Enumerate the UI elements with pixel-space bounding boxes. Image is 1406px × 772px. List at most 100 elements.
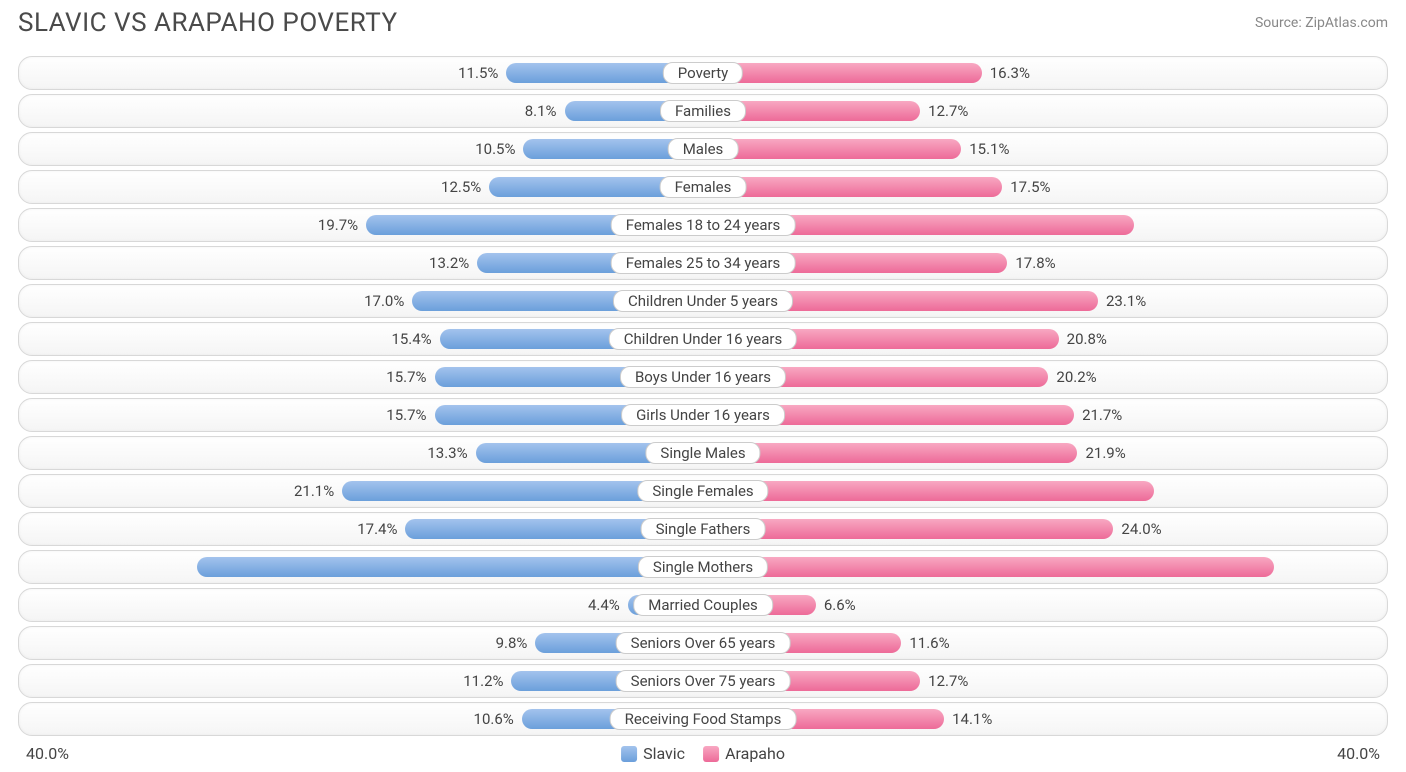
category-label: Females: [660, 176, 747, 198]
chart-source: Source: ZipAtlas.com: [1255, 15, 1388, 31]
row-right-half: 12.7%: [703, 95, 1387, 127]
row-left-half: 17.4%: [19, 513, 703, 545]
value-arapaho: 16.3%: [990, 64, 1030, 82]
value-arapaho: 15.1%: [969, 140, 1009, 158]
value-slavic: 17.4%: [357, 520, 397, 538]
value-arapaho: 6.6%: [824, 596, 856, 614]
value-slavic: 17.0%: [364, 292, 404, 310]
row-right-half: 11.6%: [703, 627, 1387, 659]
chart-row: 13.2%17.8%Females 25 to 34 years: [18, 246, 1388, 280]
value-slavic: 15.7%: [386, 368, 426, 386]
chart-row: 13.3% 21.9% Single Males: [18, 436, 1388, 470]
chart-row: 17.4%24.0%Single Fathers: [18, 512, 1388, 546]
row-left-half: 10.6%: [19, 703, 703, 735]
category-label: Females 18 to 24 years: [611, 214, 796, 236]
bar-slavic: [197, 557, 703, 577]
value-slavic: 9.8%: [496, 634, 528, 652]
chart-row: 29.6%33.4%Single Mothers: [18, 550, 1388, 584]
legend-item-arapaho: Arapaho: [703, 744, 785, 763]
row-right-half: 12.7%: [703, 665, 1387, 697]
row-right-half: 20.2%: [703, 361, 1387, 393]
row-left-half: 12.5%: [19, 171, 703, 203]
chart-row: 12.5% 17.5% Females: [18, 170, 1388, 204]
value-arapaho: 21.9%: [1085, 444, 1125, 462]
category-label: Single Males: [645, 442, 760, 464]
value-arapaho: 14.1%: [952, 710, 992, 728]
row-left-half: 15.4%: [19, 323, 703, 355]
chart-footer: 40.0% Slavic Arapaho 40.0%: [0, 740, 1406, 772]
row-left-half: 11.5%: [19, 57, 703, 89]
row-right-half: 15.1%: [703, 133, 1387, 165]
row-left-half: 15.7%: [19, 399, 703, 431]
value-arapaho: 17.8%: [1015, 254, 1055, 272]
value-arapaho: 21.7%: [1082, 406, 1122, 424]
value-slavic: 15.7%: [386, 406, 426, 424]
row-left-half: 9.8%: [19, 627, 703, 659]
value-slavic: 11.2%: [463, 672, 503, 690]
chart-row: 10.5% 15.1% Males: [18, 132, 1388, 166]
value-arapaho: 17.5%: [1010, 178, 1050, 196]
value-arapaho: 23.1%: [1106, 292, 1146, 310]
row-right-half: 26.4%: [703, 475, 1387, 507]
value-slavic: 12.5%: [441, 178, 481, 196]
row-right-half: 21.7%: [703, 399, 1387, 431]
value-arapaho: 12.7%: [928, 102, 968, 120]
row-right-half: 23.1%: [703, 285, 1387, 317]
category-label: Single Fathers: [641, 518, 766, 540]
row-right-half: 6.6%: [703, 589, 1387, 621]
row-left-half: 13.3%: [19, 437, 703, 469]
category-label: Seniors Over 65 years: [616, 632, 791, 654]
chart-row: 10.6% 14.1% Receiving Food Stamps: [18, 702, 1388, 736]
row-right-half: 33.4%: [703, 551, 1387, 583]
value-arapaho: 20.8%: [1067, 330, 1107, 348]
category-label: Males: [668, 138, 739, 160]
chart-row: 9.8% 11.6%Seniors Over 65 years: [18, 626, 1388, 660]
value-slavic: 21.1%: [294, 482, 334, 500]
chart-row: 4.4%6.6%Married Couples: [18, 588, 1388, 622]
chart-row: 15.7%21.7%Girls Under 16 years: [18, 398, 1388, 432]
legend-label-arapaho: Arapaho: [725, 744, 785, 763]
row-left-half: 21.1%: [19, 475, 703, 507]
chart-row: 17.0% 23.1% Children Under 5 years: [18, 284, 1388, 318]
chart-row: 15.7% 20.2%Boys Under 16 years: [18, 360, 1388, 394]
axis-max-right: 40.0%: [1337, 744, 1380, 763]
legend-swatch-arapaho: [703, 746, 719, 762]
legend-label-slavic: Slavic: [643, 744, 685, 763]
row-left-half: 17.0%: [19, 285, 703, 317]
category-label: Seniors Over 75 years: [616, 670, 791, 692]
bar-arapaho: [703, 63, 982, 83]
chart-row: 19.7%25.2%Females 18 to 24 years: [18, 208, 1388, 242]
row-left-half: 8.1%: [19, 95, 703, 127]
chart-row: 15.4% 20.8% Children Under 16 years: [18, 322, 1388, 356]
category-label: Married Couples: [633, 594, 773, 616]
row-right-half: 17.8%: [703, 247, 1387, 279]
chart-row: 11.5% 16.3% Poverty: [18, 56, 1388, 90]
chart-area: 11.5%16.3%Poverty8.1%12.7%Families10.5%1…: [0, 56, 1406, 736]
category-label: Children Under 16 years: [609, 328, 797, 350]
category-label: Poverty: [663, 62, 743, 84]
row-left-half: 10.5%: [19, 133, 703, 165]
axis-max-left: 40.0%: [26, 744, 69, 763]
value-slavic: 19.7%: [318, 216, 358, 234]
row-right-half: 16.3%: [703, 57, 1387, 89]
value-slavic: 10.6%: [474, 710, 514, 728]
category-label: Children Under 5 years: [613, 290, 793, 312]
value-slavic: 11.5%: [458, 64, 498, 82]
bar-arapaho: [703, 557, 1274, 577]
row-right-half: 20.8%: [703, 323, 1387, 355]
category-label: Boys Under 16 years: [620, 366, 786, 388]
chart-row: 21.1%26.4%Single Females: [18, 474, 1388, 508]
value-arapaho: 12.7%: [928, 672, 968, 690]
bar-arapaho: [703, 139, 961, 159]
row-right-half: 21.9%: [703, 437, 1387, 469]
chart-header: Slavic vs Arapaho Poverty Source: ZipAtl…: [0, 0, 1406, 56]
bar-arapaho: [703, 177, 1002, 197]
value-slavic: 15.4%: [391, 330, 431, 348]
value-slavic: 10.5%: [475, 140, 515, 158]
category-label: Receiving Food Stamps: [610, 708, 797, 730]
row-left-half: 15.7%: [19, 361, 703, 393]
chart-row: 8.1%12.7%Families: [18, 94, 1388, 128]
chart-title: Slavic vs Arapaho Poverty: [18, 8, 398, 38]
category-label: Single Mothers: [638, 556, 768, 578]
bar-arapaho: [703, 481, 1154, 501]
